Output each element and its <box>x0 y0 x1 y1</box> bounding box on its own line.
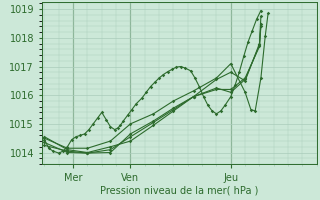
X-axis label: Pression niveau de la mer( hPa ): Pression niveau de la mer( hPa ) <box>100 186 258 196</box>
